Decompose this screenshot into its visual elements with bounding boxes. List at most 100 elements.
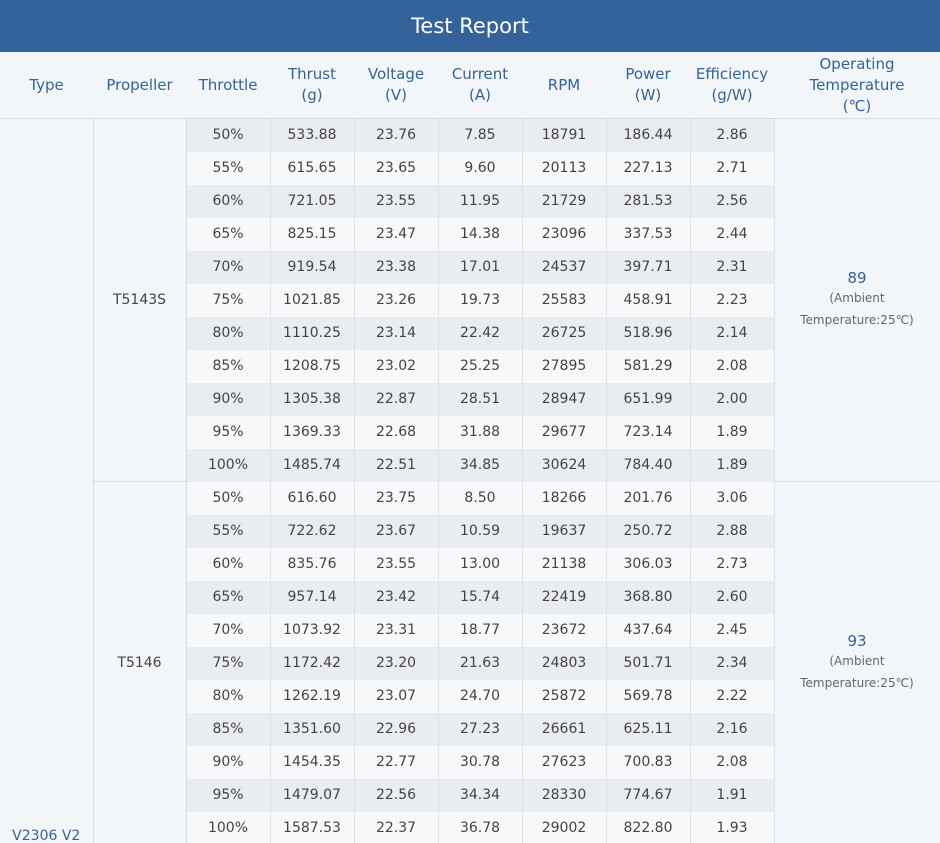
- cell: 15.74: [438, 580, 523, 614]
- table-row: 60% 721.05 23.55 11.95 21729 281.53 2.56: [0, 184, 940, 218]
- cell: 23.02: [354, 349, 439, 383]
- cell: 1369.33: [270, 415, 355, 449]
- cell: 2.16: [690, 712, 775, 746]
- cell: 1110.25: [270, 316, 355, 350]
- cell: 24803: [522, 646, 607, 680]
- cell: 25872: [522, 679, 607, 713]
- cell: 1073.92: [270, 613, 355, 647]
- cell: 31.88: [438, 415, 523, 449]
- cell: 7.85: [438, 118, 523, 152]
- cell: 581.29: [606, 349, 691, 383]
- cell: 50%: [186, 481, 271, 515]
- table-row: 100% 1485.74 22.51 34.85 30624 784.40 1.89: [0, 448, 940, 482]
- cell: 29677: [522, 415, 607, 449]
- cell: 21.63: [438, 646, 523, 680]
- cell: 1208.75: [270, 349, 355, 383]
- cell: 651.99: [606, 382, 691, 416]
- cell: 2.60: [690, 580, 775, 614]
- cell: 2.71: [690, 151, 775, 185]
- temperature-note: (Ambient Temperature:25℃): [800, 291, 914, 327]
- cell: 10.59: [438, 514, 523, 548]
- cell: 14.38: [438, 217, 523, 251]
- cell: 23.14: [354, 316, 439, 350]
- cell: 23.55: [354, 184, 439, 218]
- cell: 60%: [186, 184, 271, 218]
- table-row: 55% 722.62 23.67 10.59 19637 250.72 2.88: [0, 514, 940, 548]
- table-row: T5146 50% 616.60 23.75 8.50 18266 201.76 3.06 93…: [0, 481, 940, 843]
- temperature: 89: [847, 269, 867, 287]
- table-row: 90% 1305.38 22.87 28.51 28947 651.99 2.00: [0, 382, 940, 416]
- column-header: RPM: [522, 52, 606, 119]
- cell: 2.08: [690, 349, 775, 383]
- cell: 34.85: [438, 448, 523, 482]
- cell: 28.51: [438, 382, 523, 416]
- cell: 28947: [522, 382, 607, 416]
- cell: 50%: [186, 118, 271, 152]
- table-row: 80% 1110.25 23.14 22.42 26725 518.96 2.14: [0, 316, 940, 350]
- cell: 27.23: [438, 712, 523, 746]
- cell: 18791: [522, 118, 607, 152]
- cell: 80%: [186, 679, 271, 713]
- cell: 22.56: [354, 778, 439, 812]
- table-row: 70% 1073.92 23.31 18.77 23672 437.64 2.45: [0, 613, 940, 647]
- cell: 957.14: [270, 580, 355, 614]
- cell: 368.80: [606, 580, 691, 614]
- cell: 822.80: [606, 811, 691, 843]
- cell: 835.76: [270, 547, 355, 581]
- cell: 85%: [186, 712, 271, 746]
- cell: 80%: [186, 316, 271, 350]
- cell: 1.93: [690, 811, 775, 843]
- cell: 25583: [522, 283, 607, 317]
- cell: 25.25: [438, 349, 523, 383]
- cell: 337.53: [606, 217, 691, 251]
- cell: 1.91: [690, 778, 775, 812]
- cell: 2.00: [690, 382, 775, 416]
- cell: 1351.60: [270, 712, 355, 746]
- cell: 23096: [522, 217, 607, 251]
- cell: 723.14: [606, 415, 691, 449]
- cell: 2.08: [690, 745, 775, 779]
- cell: 22.37: [354, 811, 439, 843]
- cell: 774.67: [606, 778, 691, 812]
- cell: 95%: [186, 415, 271, 449]
- cell: 2.56: [690, 184, 775, 218]
- cell: 60%: [186, 547, 271, 581]
- column-header: Voltage (V): [354, 52, 438, 119]
- cell: 34.34: [438, 778, 523, 812]
- cell: 90%: [186, 745, 271, 779]
- cell: 397.71: [606, 250, 691, 284]
- cell: 36.78: [438, 811, 523, 843]
- cell: 22.68: [354, 415, 439, 449]
- table-row: 85% 1351.60 22.96 27.23 26661 625.11 2.16: [0, 712, 940, 746]
- cell: 1262.19: [270, 679, 355, 713]
- cell: 65%: [186, 580, 271, 614]
- cell: 19637: [522, 514, 607, 548]
- cell: 501.71: [606, 646, 691, 680]
- cell: 201.76: [606, 481, 691, 515]
- table-row: 55% 615.65 23.65 9.60 20113 227.13 2.71: [0, 151, 940, 185]
- cell: 825.15: [270, 217, 355, 251]
- column-header: Efficiency (g/W): [690, 52, 774, 119]
- type-cell: V2306 V2: [0, 118, 94, 843]
- cell: 27895: [522, 349, 607, 383]
- cell: 1305.38: [270, 382, 355, 416]
- column-header: Thrust (g): [270, 52, 354, 119]
- cell: 23.38: [354, 250, 439, 284]
- table-row: 90% 1454.35 22.77 30.78 27623 700.83 2.08: [0, 745, 940, 779]
- cell: 23.75: [354, 481, 439, 515]
- table-row: 80% 1262.19 23.07 24.70 25872 569.78 2.22: [0, 679, 940, 713]
- cell: 458.91: [606, 283, 691, 317]
- cell: 23.67: [354, 514, 439, 548]
- column-header: Throttle: [186, 52, 270, 119]
- cell: 615.65: [270, 151, 355, 185]
- cell: 13.00: [438, 547, 523, 581]
- cell: 306.03: [606, 547, 691, 581]
- cell: 1479.07: [270, 778, 355, 812]
- cell: 9.60: [438, 151, 523, 185]
- cell: 2.14: [690, 316, 775, 350]
- cell: 22.42: [438, 316, 523, 350]
- cell: 2.31: [690, 250, 775, 284]
- cell: 21729: [522, 184, 607, 218]
- cell: 784.40: [606, 448, 691, 482]
- cell: 1.89: [690, 448, 775, 482]
